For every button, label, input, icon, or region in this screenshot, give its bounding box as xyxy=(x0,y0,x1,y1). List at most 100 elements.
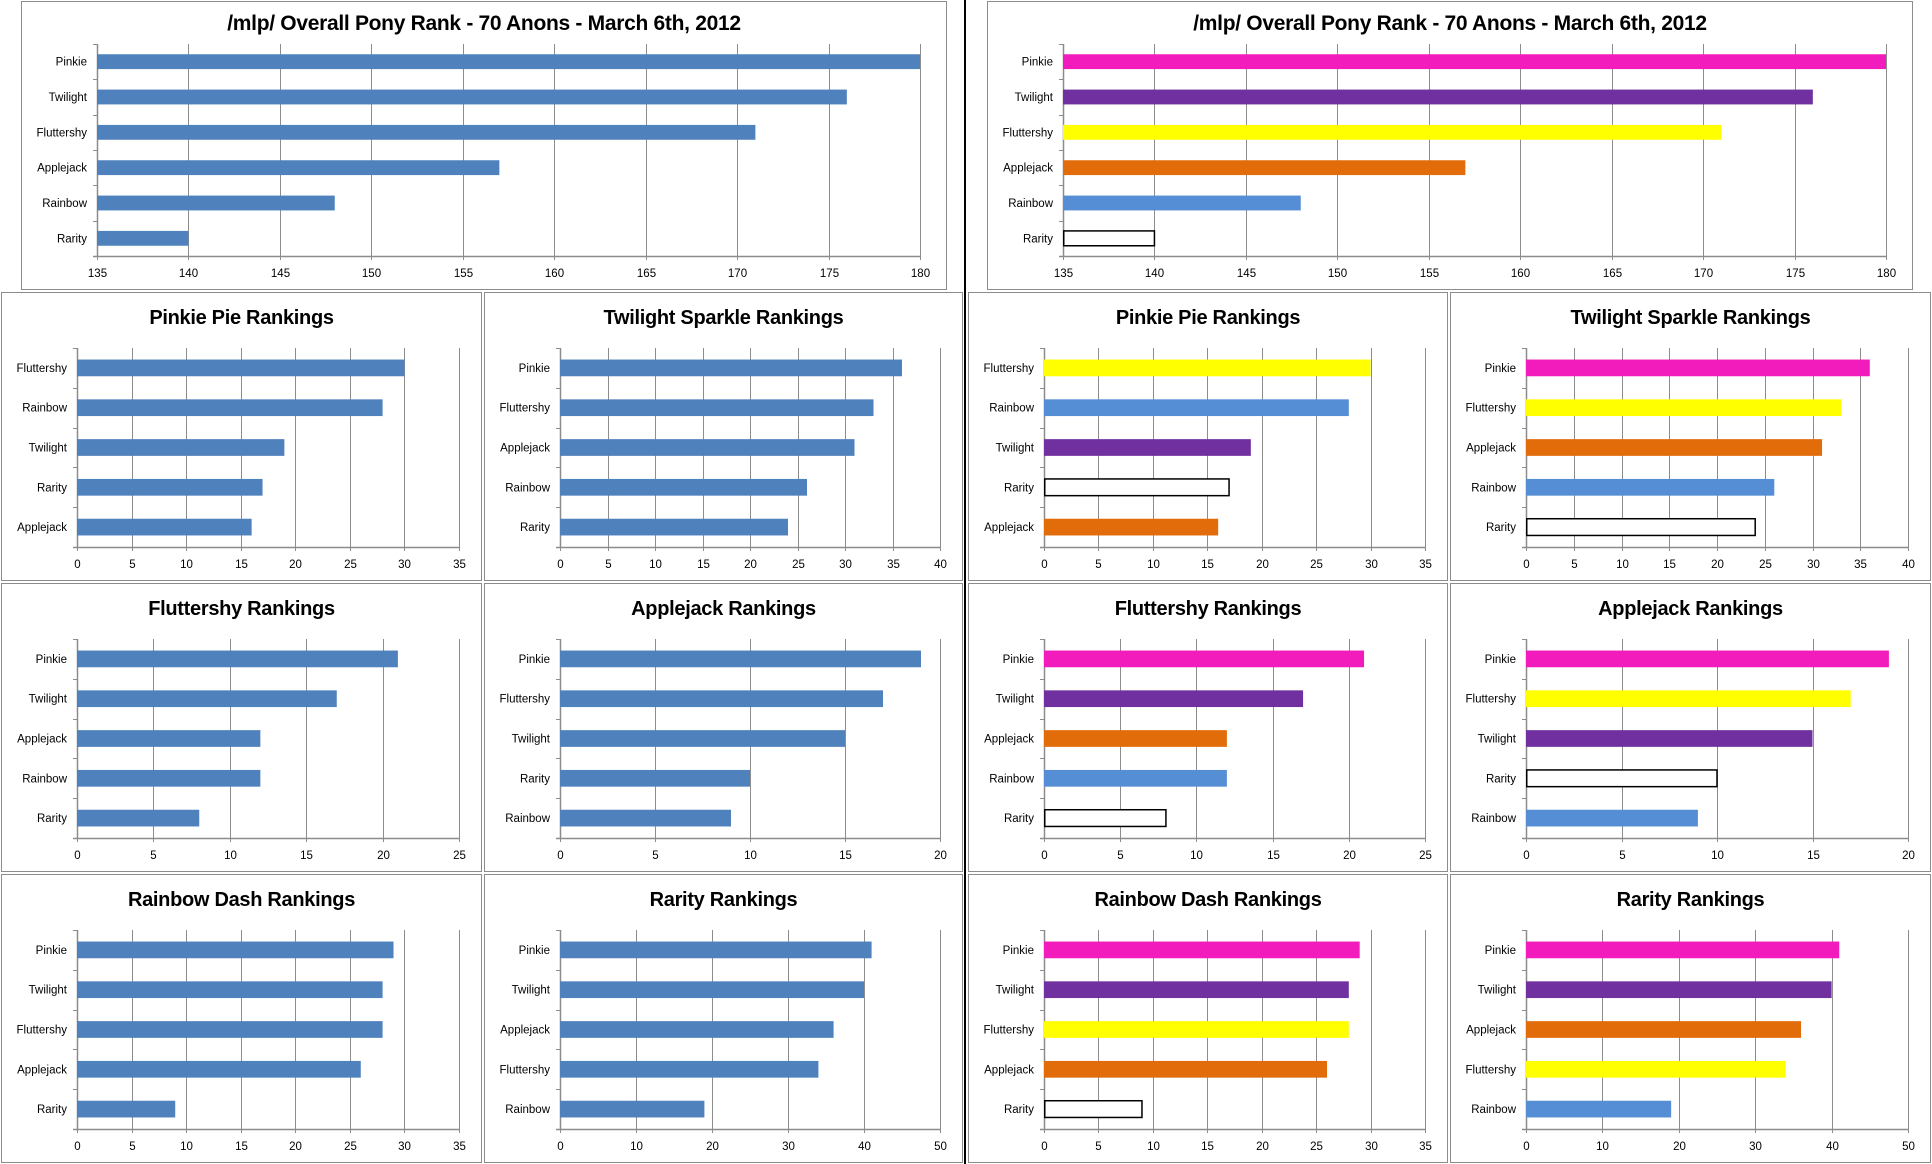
x-tick-label: 20 xyxy=(1256,559,1269,571)
category-label: Rarity xyxy=(37,813,67,825)
chart-title: /mlp/ Overall Pony Rank - 70 Anons - Mar… xyxy=(227,12,741,35)
bar-rarity xyxy=(1044,1099,1143,1119)
category-label: Rainbow xyxy=(22,773,67,785)
chart-title: Fluttershy Rankings xyxy=(148,598,335,620)
chart-twilight-colored: Twilight Sparkle Rankings 0 5 10 15 20 25 30 35… xyxy=(1450,292,1931,581)
bar-fluttershy xyxy=(77,1021,383,1038)
bar-applejack xyxy=(560,439,855,456)
chart-title: Rainbow Dash Rankings xyxy=(127,889,356,911)
category-label: Pinkie xyxy=(1022,57,1053,69)
x-tick-label: 20 xyxy=(934,850,947,862)
x-tick-label: 35 xyxy=(1419,1141,1432,1153)
category-label: Rarity xyxy=(1023,233,1053,245)
x-tick-label: 40 xyxy=(858,1141,871,1153)
chart-plot: 0 5 10 15 20 25 30 35 Fluttershy Rainbow Twilight R… xyxy=(17,348,466,571)
bar-applejack xyxy=(1063,160,1466,176)
category-label: Pinkie xyxy=(36,654,67,666)
bar-fluttershy xyxy=(1526,1060,1786,1078)
chart-rarity-plain: Rarity Rankings 0 10 20 30 40 50 Pinkie Twiligh… xyxy=(484,874,963,1163)
bar-twilight xyxy=(1044,981,1349,999)
bar-rarity xyxy=(77,1100,176,1118)
bar-twilight xyxy=(77,439,285,456)
bar-rainbow xyxy=(560,1100,705,1118)
x-tick-label: 135 xyxy=(88,268,107,280)
x-tick-label: 0 xyxy=(74,850,80,862)
x-tick-label: 30 xyxy=(782,1141,795,1153)
category-label: Rarity xyxy=(37,482,67,494)
x-tick-label: 10 xyxy=(1711,850,1724,862)
x-tick-label: 175 xyxy=(820,268,839,280)
category-label: Pinkie xyxy=(1003,945,1034,957)
bar-twilight xyxy=(77,690,337,708)
x-tick-label: 0 xyxy=(1041,559,1047,571)
x-tick-label: 25 xyxy=(344,1141,357,1153)
category-label: Applejack xyxy=(984,1064,1034,1076)
x-tick-label: 20 xyxy=(377,850,390,862)
category-label: Applejack xyxy=(984,522,1034,534)
x-tick-label: 140 xyxy=(1145,268,1164,280)
x-tick-label: 25 xyxy=(1419,850,1432,862)
bar-fluttershy xyxy=(560,1060,819,1078)
category-label: Fluttershy xyxy=(1466,403,1517,415)
category-label: Twilight xyxy=(1015,92,1054,104)
x-tick-label: 20 xyxy=(706,1141,719,1153)
bar-pinkie xyxy=(97,54,920,70)
x-tick-label: 30 xyxy=(398,1141,411,1153)
chart-title: /mlp/ Overall Pony Rank - 70 Anons - Mar… xyxy=(1193,12,1707,35)
category-label: Fluttershy xyxy=(1466,694,1517,706)
category-label: Fluttershy xyxy=(17,1025,68,1037)
x-tick-label: 35 xyxy=(453,559,466,571)
bar-pinkie xyxy=(1044,941,1360,959)
bar-pinkie xyxy=(560,650,921,668)
chart-plot: 0 5 10 15 20 25 30 35 40 Pinkie Fluttershy Applejac… xyxy=(500,348,947,571)
x-tick-label: 15 xyxy=(1807,850,1820,862)
bar-fluttershy xyxy=(1526,690,1851,708)
x-tick-label: 15 xyxy=(1663,559,1676,571)
category-label: Twilight xyxy=(29,985,68,997)
x-tick-label: 10 xyxy=(180,1141,193,1153)
category-label: Rarity xyxy=(520,522,550,534)
x-tick-label: 15 xyxy=(235,1141,248,1153)
chart-fluttershy-colored: Fluttershy Rankings 0 5 10 15 20 25 Pinkie Twil… xyxy=(968,583,1448,872)
category-label: Twilight xyxy=(1478,985,1517,997)
category-label: Pinkie xyxy=(519,363,550,375)
category-label: Applejack xyxy=(17,522,67,534)
x-tick-label: 5 xyxy=(652,850,658,862)
category-label: Pinkie xyxy=(36,945,67,957)
chart-plot: 135 140 145 150 155 160 165 170 175 180 Pinkie Twil… xyxy=(37,44,930,280)
bar-rarity xyxy=(560,518,788,536)
bar-pinkie xyxy=(1526,359,1870,377)
category-label: Rainbow xyxy=(42,198,87,210)
category-label: Twilight xyxy=(29,694,68,706)
chart-plot: 0 5 10 15 20 Pinkie Fluttershy Twilight Rarity Ra… xyxy=(1466,639,1915,862)
bar-twilight xyxy=(1063,89,1813,105)
x-tick-label: 150 xyxy=(362,268,381,280)
x-tick-label: 5 xyxy=(605,559,611,571)
x-tick-label: 20 xyxy=(289,559,302,571)
x-tick-label: 170 xyxy=(728,268,747,280)
chart-plot: 0 5 10 15 20 25 Pinkie Twilight Applejack Rainbow… xyxy=(984,639,1432,862)
x-tick-label: 175 xyxy=(1786,268,1805,280)
bar-twilight xyxy=(560,730,845,747)
category-label: Fluttershy xyxy=(500,1064,551,1076)
x-tick-label: 20 xyxy=(1256,1141,1269,1153)
category-label: Pinkie xyxy=(56,57,87,69)
bar-pinkie xyxy=(560,359,902,377)
x-tick-label: 5 xyxy=(1095,559,1101,571)
bar-fluttershy xyxy=(1063,124,1722,140)
category-label: Twilight xyxy=(996,694,1035,706)
x-tick-label: 50 xyxy=(934,1141,947,1153)
x-tick-label: 30 xyxy=(398,559,411,571)
bar-rainbow xyxy=(1526,809,1698,827)
chart-plot: 0 5 10 15 20 Pinkie Fluttershy Twilight Rarity Ra… xyxy=(500,639,947,862)
bar-rainbow xyxy=(97,195,335,211)
x-tick-label: 25 xyxy=(1759,559,1772,571)
chart-title: Twilight Sparkle Rankings xyxy=(1570,307,1811,329)
x-tick-label: 5 xyxy=(150,850,156,862)
chart-plot: 0 5 10 15 20 25 30 35 Pinkie Twilight Fluttershy Ap… xyxy=(984,930,1432,1153)
x-tick-label: 40 xyxy=(1826,1141,1839,1153)
chart-title: Rarity Rankings xyxy=(1616,889,1765,911)
category-label: Twilight xyxy=(1478,734,1517,746)
category-label: Rarity xyxy=(1486,773,1516,785)
category-label: Applejack xyxy=(1003,163,1053,175)
